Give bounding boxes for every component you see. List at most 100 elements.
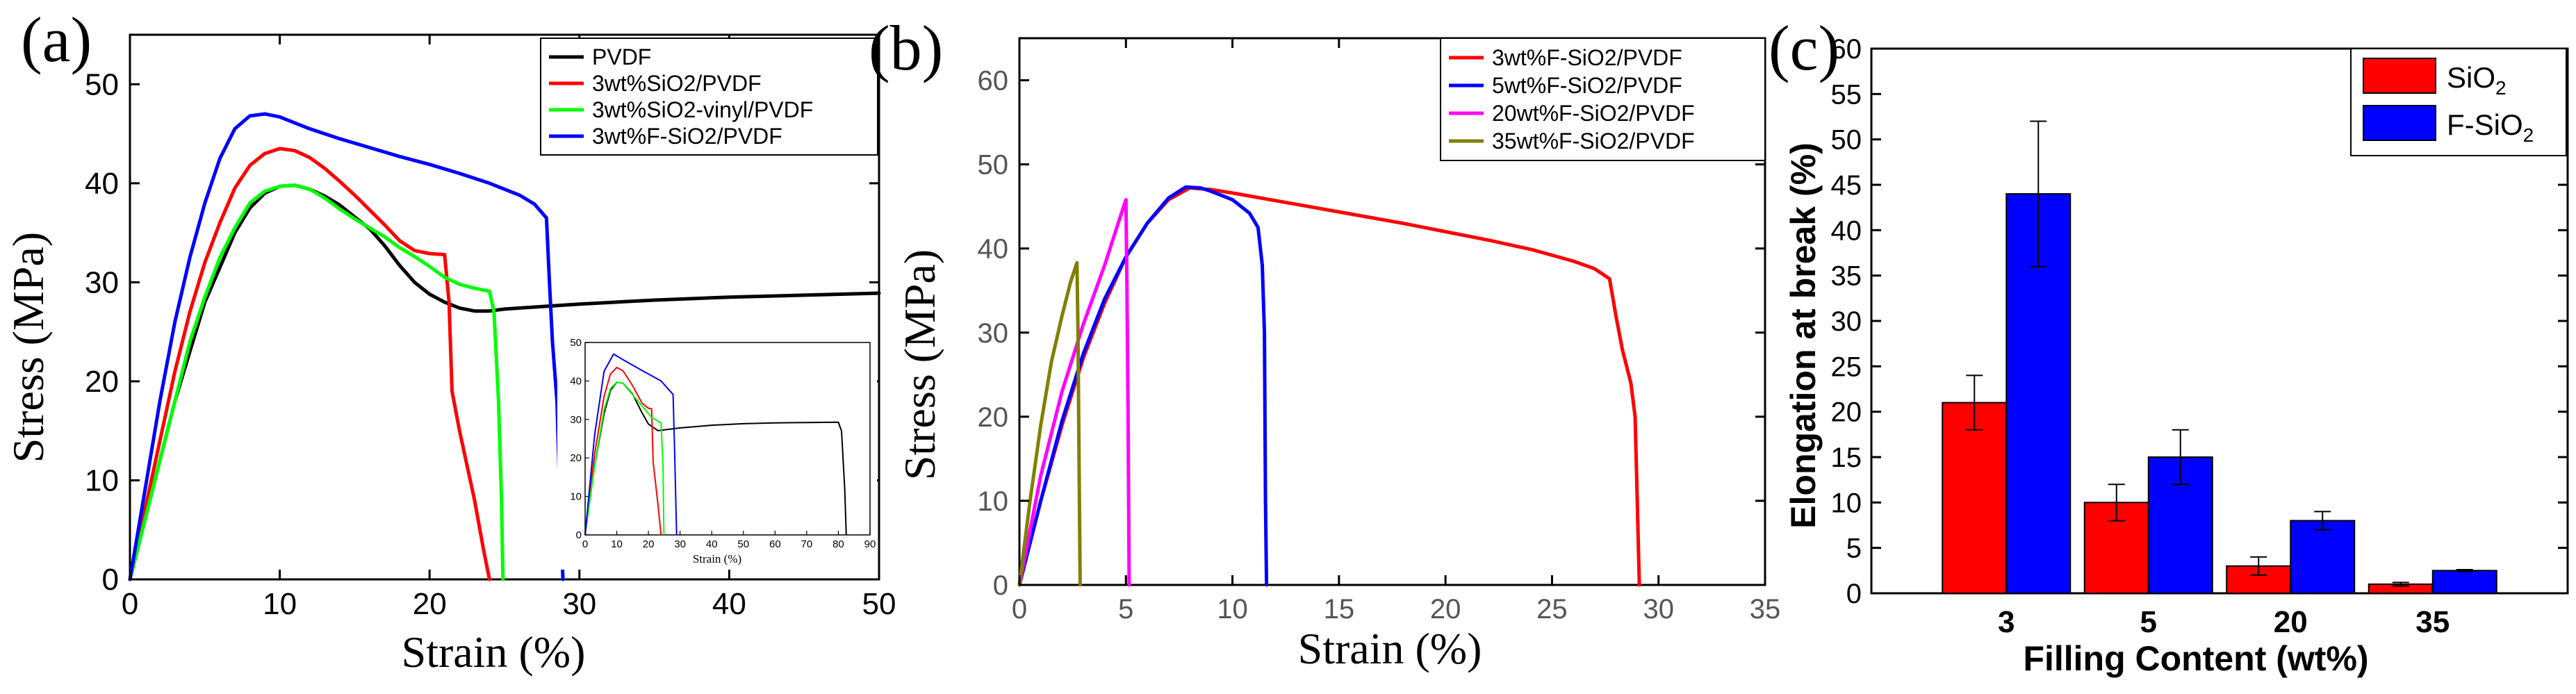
panel-b-series-20wt-f-sio2-pvdf	[1017, 198, 1131, 587]
inset-y-tick-label: 50	[570, 337, 582, 349]
panel-c-bar-f-sio-3	[2005, 193, 2072, 595]
panel-a-legend-frame	[540, 38, 878, 156]
panel-a-ticks: 0 10 20 30 40 50 0 10 20 30 40 50	[85, 35, 896, 621]
panel-a-legend-label-3wt-f-sio2-pvdf: 3wt%F-SiO2/PVDF	[592, 124, 782, 149]
inset-x-tick-label: 30	[674, 538, 686, 550]
inset-x-tick-label: 90	[864, 538, 876, 550]
panel-b-series-35wt-f-sio2-pvdf	[1017, 261, 1082, 587]
inset-y-tick-label: 10	[570, 491, 582, 503]
panel-b-y-tick-label: 60	[978, 66, 1009, 97]
panel-a-y-tick-label: 20	[85, 365, 119, 399]
panel-b-legend-label-35wt-f-sio2-pvdf: 35wt%F-SiO2/PVDF	[1492, 129, 1695, 154]
inset-x-tick-label: 10	[611, 538, 623, 550]
inset-axes-frame	[584, 342, 871, 536]
panel-a: (a) 0 10 20 30 40 50 0 10 20 30 40 50 Strain (%) St…	[3, 4, 896, 677]
inset-series-3wt-f-sio2-pvdf	[584, 353, 678, 536]
panel-b-y-tick-label: 40	[978, 234, 1009, 265]
panel-c-y-tick-label: 45	[1831, 170, 1862, 201]
panel-b-y-tick-label: 0	[993, 570, 1008, 601]
panel-b-x-tick-label: 15	[1324, 594, 1355, 625]
panel-c-legend-swatch-f-sio	[2363, 105, 2436, 141]
inset-y-tick-label: 20	[570, 452, 582, 464]
panel-a-legend-label-pvdf: PVDF	[592, 44, 651, 69]
inset-x-axis-title: Strain (%)	[693, 552, 741, 565]
panel-b-legend-frame	[1440, 38, 1766, 161]
panel-b-x-tick-label: 20	[1430, 594, 1461, 625]
panel-b-x-tick-label: 0	[1012, 594, 1027, 625]
panel-c-y-tick-label: 40	[1831, 215, 1862, 246]
panel-c-y-tick-label: 10	[1831, 488, 1862, 518]
panel-c-y-tick-label: 55	[1831, 79, 1862, 110]
panel-c-legend-label-f-sio: F-SiO2	[2447, 108, 2534, 146]
panel-a-legend: PVDF3wt%SiO2/PVDF3wt%SiO2-vinyl/PVDF3wt%…	[540, 38, 878, 156]
panel-c-legend-swatch-sio	[2363, 58, 2436, 94]
inset-x-tick-label: 80	[832, 538, 844, 550]
panel-a-series-3wt-f-sio2-pvdf	[128, 112, 565, 581]
panel-b-y-axis-title: Stress (MPa)	[895, 249, 944, 480]
panel-c-y-tick-label: 15	[1831, 443, 1862, 473]
panel-b-y-tick-label: 30	[978, 318, 1009, 349]
panel-c-y-tick-label: 35	[1831, 261, 1862, 292]
panel-b-x-tick-label: 25	[1536, 594, 1568, 625]
panel-a-x-tick-label: 0	[122, 587, 138, 621]
inset-series-3wt-sio2-pvdf	[584, 367, 662, 536]
panel-a-x-tick-label: 10	[263, 587, 297, 621]
panel-c-y-tick-label: 5	[1846, 534, 1862, 564]
panel-c-x-axis-title: Filling Content (wt%)	[2023, 639, 2368, 678]
panel-b-x-tick-label: 30	[1643, 594, 1674, 625]
panel-c-x-tick-label: 5	[2140, 605, 2157, 639]
panel-a-y-tick-label: 50	[85, 67, 119, 101]
panel-c-y-axis-title: Elongation at break (%)	[1784, 142, 1823, 529]
inset-y-tick-label: 0	[576, 529, 582, 541]
panel-a-legend-label-3wt-sio2-pvdf: 3wt%SiO2/PVDF	[592, 71, 762, 96]
panel-b-y-tick-label: 50	[978, 150, 1009, 181]
panel-c-y-tick-label: 60	[1831, 34, 1862, 65]
panel-a-x-axis-title: Strain (%)	[402, 627, 586, 677]
panel-c-y-tick-label: 0	[1846, 579, 1862, 609]
panel-a-label: (a)	[21, 4, 92, 75]
panel-a-x-tick-label: 20	[413, 587, 447, 621]
panel-b-ticks: 0 5 10 15 20 25 30 35 0 10 20 30 40 50 60	[978, 38, 1780, 625]
panel-a-series-3wt-sio2-pvdf	[128, 147, 491, 581]
panel-a-x-tick-label: 40	[712, 587, 746, 621]
inset-x-tick-label: 50	[737, 538, 749, 550]
panel-b-legend-label-20wt-f-sio2-pvdf: 20wt%F-SiO2/PVDF	[1492, 101, 1695, 126]
panel-c-y-tick-label: 20	[1831, 397, 1862, 428]
panel-b-y-tick-label: 20	[978, 402, 1009, 433]
panel-b-legend: 3wt%F-SiO2/PVDF 5wt%F-SiO2/PVDF 20wt%F-SiO…	[1440, 38, 1766, 161]
panel-a-y-tick-label: 10	[85, 463, 119, 497]
inset-x-tick-label: 40	[706, 538, 718, 550]
panel-c-plot-area	[1870, 47, 2569, 595]
inset-y-tick-label: 30	[570, 414, 582, 426]
panel-b-legend-label-3wt-f-sio2-pvdf: 3wt%F-SiO2/PVDF	[1492, 45, 1682, 70]
panel-a-inset: 0 10 20 30 40 50 60 70 80 90 0 10 20 30 40 50 Strain (%…	[557, 336, 877, 570]
panel-b: (b) 0 5 10 15 20 25 30 35 0 10 20 30 40 50 60 Strain (…	[869, 13, 1780, 673]
panel-b-plot-area	[1017, 37, 1766, 587]
panel-a-y-tick-label: 0	[102, 563, 119, 597]
panel-b-legend-label-5wt-f-sio2-pvdf: 5wt%F-SiO2/PVDF	[1492, 73, 1682, 98]
inset-plot-area: 0 10 20 30 40 50 60 70 80 90 0 10 20 30 40 50	[557, 336, 877, 570]
inset-series-3wt-sio2-vinyl-pvdf	[584, 381, 665, 536]
inset-x-tick-label: 70	[801, 538, 813, 550]
panel-c-bar-sio-3	[1942, 402, 2008, 594]
panel-c-y-tick-label: 25	[1831, 352, 1862, 382]
panel-a-y-tick-label: 30	[85, 265, 119, 299]
inset-y-tick-label: 40	[570, 375, 582, 387]
panel-b-axes-frame	[1018, 37, 1766, 586]
inset-x-tick-label: 20	[643, 538, 655, 550]
panel-c-x-tick-label: 3	[1998, 605, 2015, 639]
panel-b-label: (b)	[869, 13, 943, 83]
panel-b-x-tick-label: 5	[1118, 594, 1133, 625]
panel-b-y-tick-label: 10	[978, 486, 1009, 517]
panel-c-x-tick-label: 35	[2415, 605, 2450, 639]
panel-c-x-tick-label: 20	[2274, 605, 2308, 639]
inset-x-tick-label: 60	[769, 538, 781, 550]
panel-a-series-3wt-sio2-vinyl-pvdf	[128, 183, 505, 581]
panel-a-x-tick-label: 30	[562, 587, 596, 621]
inset-x-tick-label: 0	[582, 538, 588, 550]
panel-a-y-tick-label: 40	[85, 167, 119, 201]
